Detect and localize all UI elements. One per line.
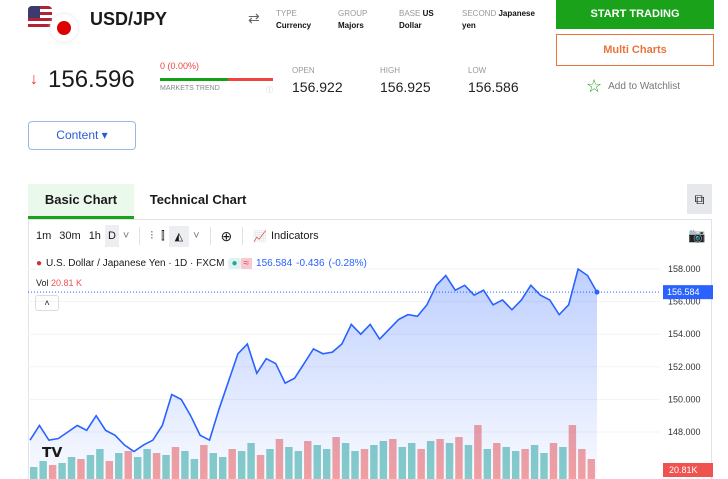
tradingview-logo: 𝗧𝗩 xyxy=(42,444,63,460)
jp-flag-icon xyxy=(50,14,78,42)
group-meta: GROUP Majors xyxy=(338,9,368,30)
external-link-icon[interactable]: ⧉ xyxy=(687,184,712,214)
camera-icon[interactable]: 📷 xyxy=(688,227,706,243)
multi-charts-button[interactable]: Multi Charts xyxy=(556,34,714,66)
trend-bar xyxy=(160,78,273,81)
interval-d[interactable]: D xyxy=(104,225,119,247)
start-trading-button[interactable]: START TRADING xyxy=(556,0,714,29)
interval-1m[interactable]: 1m xyxy=(36,230,52,242)
swap-icon[interactable]: ⇄ xyxy=(248,10,260,26)
y-tick-label: 148.000 xyxy=(668,427,701,437)
indicators-icon[interactable]: 📈 xyxy=(253,230,267,243)
price-chart[interactable]: 158.000 156.000 154.000 152.000 150.000 148.0… xyxy=(28,250,728,479)
tab-technical-chart[interactable]: Technical Chart xyxy=(149,192,247,207)
chevron-down-icon[interactable]: ˅ xyxy=(193,230,200,242)
volume-legend: Vol 20.81 K xyxy=(36,278,83,288)
y-tick-label: 158.000 xyxy=(668,264,701,274)
price-line xyxy=(29,267,598,453)
delay-icon: ≈ xyxy=(240,258,253,269)
chart-legend: ● U.S. Dollar / Japanese Yen · 1D · FXCM… xyxy=(36,258,367,269)
price-area xyxy=(30,269,597,479)
markets-trend: 0 (0.00%) MARKETS TREND ⓘ xyxy=(160,61,273,94)
add-compare-icon[interactable]: ⊕ xyxy=(220,227,233,244)
market-status-icon: ● xyxy=(228,258,241,269)
chart-frame xyxy=(28,219,712,479)
candles-icon[interactable]: ⫿ xyxy=(161,229,165,242)
volume-badge xyxy=(663,463,713,477)
chart-toolbar: 1m 30m 1h D ˅ ⫶ ⫿ ◭ ˅ ⊕ 📈 Indicators xyxy=(32,222,323,250)
bar-chart-icon[interactable]: ⫶ xyxy=(150,229,154,242)
collapse-legend-button[interactable]: ˄ xyxy=(35,295,59,311)
second-meta: SECOND Japanese yen xyxy=(462,9,535,30)
low-stat: LOW 156.586 xyxy=(468,66,519,95)
current-price: ↓ 156.596 xyxy=(30,66,135,93)
info-icon[interactable]: ⓘ xyxy=(266,87,273,94)
base-meta: BASE US Dollar xyxy=(399,9,434,30)
y-tick-label: 152.000 xyxy=(668,362,701,372)
chevron-down-icon[interactable]: ˅ xyxy=(122,230,130,242)
high-stat: HIGH 156.925 xyxy=(380,66,431,95)
tab-basic-chart[interactable]: Basic Chart xyxy=(28,184,134,219)
us-flag-icon xyxy=(28,6,52,30)
type-meta: TYPE Currency xyxy=(276,9,312,30)
last-price-dot xyxy=(594,289,600,295)
star-icon: ☆ xyxy=(586,76,603,96)
interval-1h[interactable]: 1h xyxy=(88,230,101,242)
symbol-flag-icon: ● xyxy=(36,258,43,269)
volume-label: 20.81K xyxy=(669,465,698,475)
add-to-watchlist-button[interactable]: ☆ Add to Watchlist xyxy=(586,76,681,96)
indicators-button[interactable]: Indicators xyxy=(270,230,319,242)
y-tick-label: 156.000 xyxy=(668,297,701,307)
area-chart-icon[interactable]: ◭ xyxy=(168,225,190,247)
y-tick-label: 150.000 xyxy=(668,394,701,404)
interval-30m[interactable]: 30m xyxy=(59,230,81,242)
arrow-down-icon: ↓ xyxy=(30,71,38,88)
open-stat: OPEN 156.922 xyxy=(292,66,343,95)
y-tick-label: 154.000 xyxy=(668,329,701,339)
symbol-title: USD/JPY xyxy=(90,9,168,29)
content-dropdown[interactable]: Content ▾ xyxy=(28,121,136,150)
last-price-badge xyxy=(663,285,713,300)
last-price-label: 156.584 xyxy=(667,287,700,297)
